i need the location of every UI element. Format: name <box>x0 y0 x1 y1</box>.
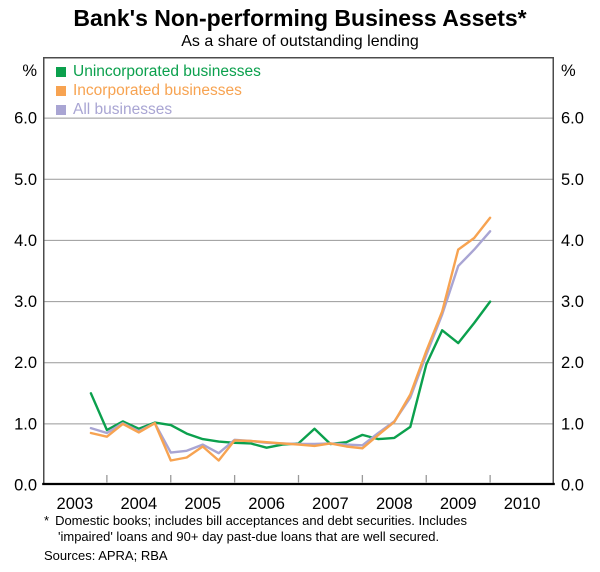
legend-item-unincorporated: Unincorporated businesses <box>56 62 261 81</box>
y-label-right-2.0: 2.0 <box>561 354 584 372</box>
legend: Unincorporated businesses Incorporated b… <box>56 62 261 119</box>
chart-subtitle: As a share of outstanding lending <box>181 33 419 50</box>
y-label-right-5.0: 5.0 <box>561 171 584 189</box>
y-label-left-1.0: 1.0 <box>14 415 37 433</box>
footnote-line-2: 'impaired' loans and 90+ day past-due lo… <box>58 529 440 544</box>
x-label-2006: 2006 <box>248 495 285 513</box>
x-axis-ticks <box>106 475 491 483</box>
y-label-right-3.0: 3.0 <box>561 293 584 311</box>
y-label-left-4.0: 4.0 <box>14 232 37 250</box>
legend-label-all-businesses: All businesses <box>73 100 173 118</box>
y-label-right-4.0: 4.0 <box>561 232 584 250</box>
y-unit-left: % <box>22 62 37 80</box>
legend-swatch-unincorporated-icon <box>56 66 66 77</box>
x-label-2007: 2007 <box>312 495 349 513</box>
footnote-marker: * <box>44 513 50 528</box>
series-lines <box>89 216 492 462</box>
x-label-2004: 2004 <box>120 495 157 513</box>
y-axis-labels-left: 0.0 1.0 2.0 3.0 4.0 5.0 6.0% <box>14 62 37 495</box>
legend-label-incorporated: Incorporated businesses <box>73 81 242 99</box>
legend-item-incorporated: Incorporated businesses <box>56 81 261 100</box>
y-label-left-2.0: 2.0 <box>14 354 37 372</box>
y-label-right-6.0: 6.0 <box>561 110 584 128</box>
y-label-left-6.0: 6.0 <box>14 110 37 128</box>
y-label-right-0.0: 0.0 <box>561 477 584 495</box>
x-label-2009: 2009 <box>440 495 477 513</box>
legend-item-all-businesses: All businesses <box>56 100 261 119</box>
gridlines <box>43 117 554 425</box>
plot-border <box>42 57 555 486</box>
chart-title: Bank's Non-performing Business Assets* <box>73 5 527 31</box>
legend-swatch-incorporated-icon <box>56 85 66 96</box>
y-label-left-0.0: 0.0 <box>14 477 37 495</box>
legend-label-unincorporated: Unincorporated businesses <box>73 62 261 80</box>
x-label-2005: 2005 <box>184 495 221 513</box>
y-label-right-1.0: 1.0 <box>561 415 584 433</box>
y-label-left-3.0: 3.0 <box>14 293 37 311</box>
footnote-line-1: * Domestic books; includes bill acceptanc… <box>44 513 584 529</box>
x-label-2008: 2008 <box>376 495 413 513</box>
plot-box <box>43 57 554 485</box>
series-line-1 <box>89 216 492 462</box>
footnote: * Domestic books; includes bill acceptanc… <box>44 513 584 564</box>
x-label-2010: 2010 <box>504 495 541 513</box>
x-label-2003: 2003 <box>57 495 94 513</box>
y-label-left-5.0: 5.0 <box>14 171 37 189</box>
footnote-text-1: Domestic books; includes bill acceptance… <box>55 513 467 528</box>
y-unit-right: % <box>561 62 576 80</box>
y-axis-labels-right: 0.0 1.0 2.0 3.0 4.0 5.0 6.0% <box>561 62 584 495</box>
x-axis-labels: 2003 2004 2005 2006 2007 2008 2009 2010 <box>57 495 541 513</box>
sources-line: Sources: APRA; RBA <box>44 548 168 563</box>
legend-swatch-all-businesses-icon <box>56 104 66 115</box>
